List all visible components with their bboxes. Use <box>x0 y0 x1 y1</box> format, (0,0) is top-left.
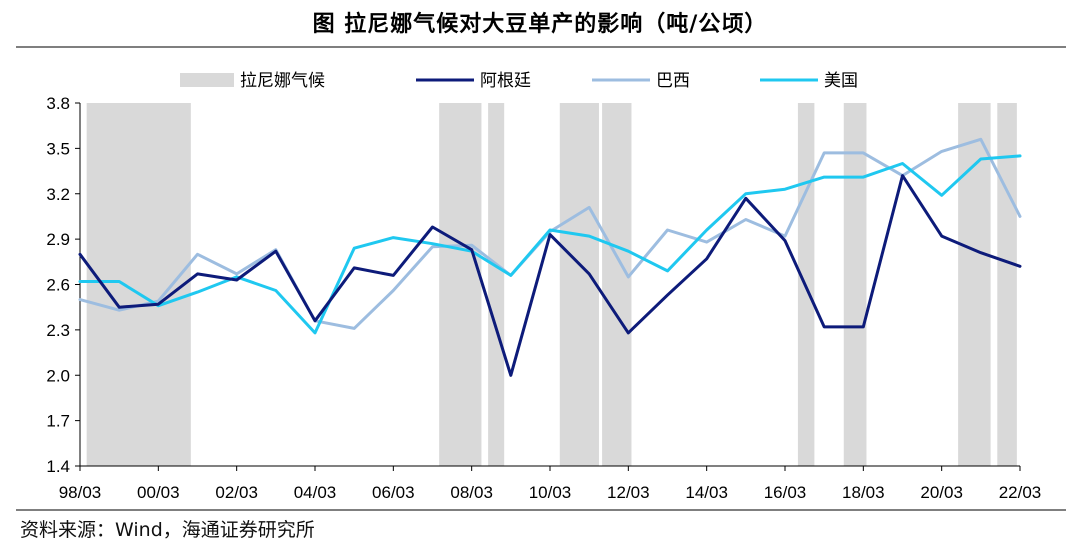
x-tick-label: 12/03 <box>607 483 650 502</box>
series-line-3 <box>78 154 1022 335</box>
la-nina-band-9 <box>997 103 1017 466</box>
chart-title: 图 拉尼娜气候对大豆单产的影响（吨/公顷） <box>312 12 768 37</box>
chart-area: 1.4 1.7 2.0 2.3 2.6 2.9 3.2 3.5 3.8 98/03 00/03 02/… <box>46 71 1041 502</box>
x-tick-label: 98/03 <box>59 483 102 502</box>
la-nina-shading-group <box>86 103 1017 466</box>
y-tick-label: 2.6 <box>46 276 70 295</box>
y-tick-label: 2.3 <box>46 321 70 340</box>
legend-label-3: 巴西 <box>656 71 690 91</box>
la-nina-band-5 <box>602 103 632 466</box>
x-tick-label: 10/03 <box>529 483 572 502</box>
y-tick-label: 3.5 <box>46 139 70 158</box>
la-nina-band-4 <box>559 103 599 466</box>
x-tick-label: 16/03 <box>764 483 807 502</box>
x-tick-label: 14/03 <box>685 483 728 502</box>
x-tick-label: 02/03 <box>215 483 258 502</box>
legend-swatch-la-nina <box>180 73 234 87</box>
legend: 拉尼娜气候 阿根廷 巴西 美国 <box>180 71 858 91</box>
x-tick-label: 18/03 <box>842 483 885 502</box>
la-nina-band-7 <box>843 103 867 466</box>
y-tick-label: 3.8 <box>46 94 70 113</box>
legend-label-2: 阿根廷 <box>480 71 531 91</box>
legend-label-4: 美国 <box>824 71 858 91</box>
y-tick-label: 2.0 <box>46 366 70 385</box>
x-tick-label: 22/03 <box>999 483 1042 502</box>
x-tick-label: 04/03 <box>294 483 337 502</box>
x-tick-label: 00/03 <box>137 483 180 502</box>
y-tick-label: 3.2 <box>46 185 70 204</box>
title-divider <box>16 46 1066 48</box>
y-tick-label: 1.7 <box>46 412 70 431</box>
series-lines-group <box>78 137 1022 377</box>
x-tick-label: 08/03 <box>450 483 493 502</box>
y-tick-label: 2.9 <box>46 230 70 249</box>
x-tick-label: 06/03 <box>372 483 415 502</box>
source-divider <box>16 509 1066 511</box>
x-tick-label: 20/03 <box>920 483 963 502</box>
la-nina-band-3 <box>488 103 505 466</box>
axes-group: 1.4 1.7 2.0 2.3 2.6 2.9 3.2 3.5 3.8 98/03 00/03 02/… <box>46 94 1041 502</box>
legend-label-1: 拉尼娜气候 <box>240 71 325 91</box>
series-line-1 <box>78 174 1022 377</box>
source-note: 资料来源：Wind，海通证券研究所 <box>20 519 315 541</box>
la-nina-band-2 <box>439 103 482 466</box>
y-tick-label: 1.4 <box>46 457 70 476</box>
